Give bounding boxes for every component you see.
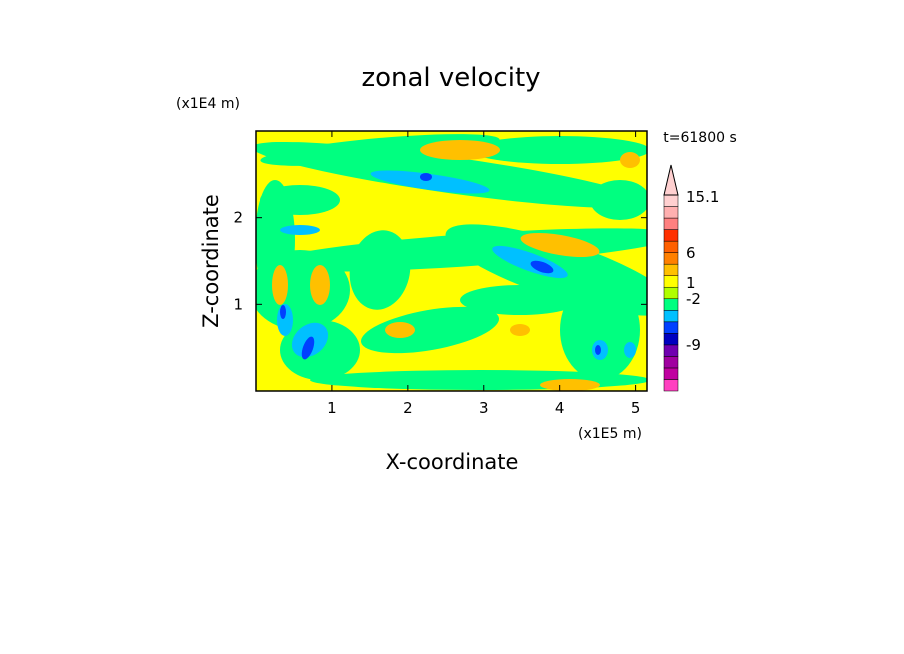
y-multiplier-label: (x1E4 m) (176, 96, 240, 112)
y-axis-label: Z-coordinate (199, 194, 223, 328)
colorbar-segment (663, 217, 679, 230)
field-contour-patch (272, 265, 288, 305)
x-tick-label: 5 (631, 399, 641, 417)
x-tick-label: 2 (403, 399, 413, 417)
field-contour-patch (595, 345, 601, 355)
field-contour-patch (510, 324, 530, 336)
field-contour-patch (301, 336, 315, 360)
y-axis: 12 (233, 209, 647, 313)
colorbar-segment (663, 240, 679, 253)
field-contour-patch (310, 265, 330, 305)
y-tick-label: 2 (233, 209, 243, 227)
field-contour-patch (280, 305, 286, 319)
colorbar-segment (663, 194, 679, 207)
colorbar-segment (663, 286, 679, 300)
colorbar-segment (663, 263, 679, 276)
time-label: t=61800 s (663, 130, 737, 146)
field-contour-patch (385, 322, 415, 338)
colorbar-segment (663, 344, 679, 357)
field-contour-patch (360, 306, 500, 354)
plot-frame (255, 130, 648, 392)
x-tick-label: 1 (327, 399, 337, 417)
colorbar-tick-label: -9 (686, 336, 701, 354)
field-contour-patch (520, 232, 600, 258)
colorbar-segment (663, 321, 679, 334)
colorbar-tick-label: -2 (686, 290, 701, 308)
colorbar-tick-label: 1 (686, 274, 696, 292)
field-blobs (256, 134, 647, 391)
field-contour-patch (624, 342, 636, 358)
x-axis: 1 2 3 4 5 (327, 131, 640, 417)
x-tick-label: 3 (479, 399, 489, 417)
colorbar-tick-label: 15.1 (686, 188, 719, 206)
colorbar-segment (663, 356, 679, 369)
field-contour-patch (460, 285, 580, 315)
x-tick-label: 4 (555, 399, 565, 417)
colorbar-segment (663, 367, 679, 380)
colorbar-segment (663, 206, 679, 219)
colorbar-segment (663, 310, 679, 323)
field-contour-patch (540, 379, 600, 391)
field-contour-patch (470, 136, 647, 164)
field-contour-patch (349, 230, 411, 310)
colorbar-segment (663, 252, 679, 265)
field-contour-patch (560, 280, 640, 380)
y-tick-label: 1 (233, 295, 243, 313)
field-contour-patch (530, 260, 554, 274)
colorbar: 15.1 6 1-2 -9 (663, 164, 719, 392)
colorbar-segment (663, 298, 679, 311)
field-contour-patch (620, 152, 640, 168)
chart-title: zonal velocity (361, 63, 540, 93)
x-multiplier-label: (x1E5 m) (578, 426, 642, 442)
colorbar-segment (663, 229, 679, 242)
contour-field (256, 131, 647, 391)
field-contour-patch (280, 225, 320, 235)
field-contour-patch (260, 185, 340, 215)
x-axis-label: X-coordinate (386, 450, 519, 474)
colorbar-tick-label: 6 (686, 244, 696, 262)
field-contour-patch (420, 140, 500, 160)
colorbar-segment (663, 333, 679, 346)
colorbar-segment (663, 379, 679, 392)
colorbar-segment (663, 275, 679, 288)
field-contour-patch (590, 180, 647, 220)
field-contour-patch (420, 173, 432, 181)
colorbar-extend-arrow (663, 164, 679, 196)
field-contour-patch (370, 170, 490, 194)
